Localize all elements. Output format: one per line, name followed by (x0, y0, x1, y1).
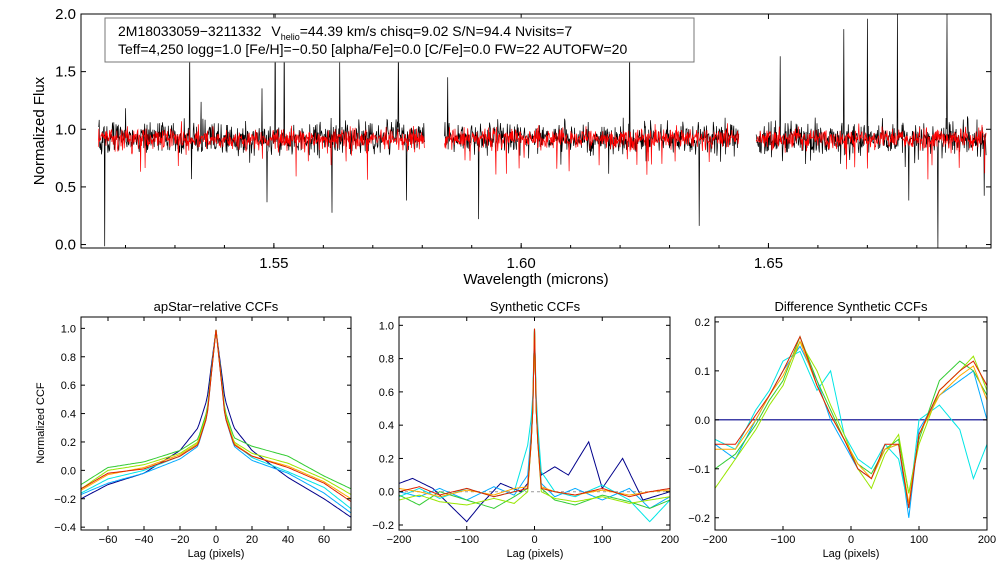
y-tick-label: −0.2 (688, 513, 710, 525)
x-tick-label: 200 (661, 534, 679, 546)
x-tick-label: −100 (454, 534, 479, 546)
x-tick-label: 100 (593, 534, 611, 546)
info-box: 2M18033059−3211332 Vhelio=44.39 km/s chis… (104, 17, 695, 63)
x-tick-label: 0 (213, 534, 219, 546)
y-tick-label: 0.2 (379, 453, 394, 465)
info-line-1: 2M18033059−3211332 Vhelio=44.39 km/s chis… (118, 23, 572, 42)
spectrum-observed-line (444, 41, 740, 226)
y-tick-label: 0.0 (695, 415, 710, 427)
spectrum-observed-line (98, 13, 426, 247)
synthetic-ccf-panel: Synthetic CCFs −200 −100 0 100 200 −0.2 0.0 0.2… (372, 299, 679, 560)
spectrum-model-line (444, 123, 740, 175)
x-tick-label: −200 (387, 534, 412, 546)
spectrum-model-line (755, 123, 987, 180)
v-prefix: V (271, 23, 281, 39)
y-axis-label: Normalized Flux (31, 76, 48, 185)
panel-title: apStar−relative CCFs (154, 299, 279, 314)
v-subscript: helio (281, 32, 300, 42)
spectrum-axes-frame (80, 13, 992, 249)
y-tick-label: −0.2 (372, 520, 394, 532)
star-id: 2M18033059−3211332 (118, 23, 262, 39)
x-tick-label: 0 (848, 534, 854, 546)
y-tick-label: 1.0 (61, 323, 76, 335)
y-tick-label: −0.4 (54, 522, 76, 534)
ccf-series-visit-3 (714, 350, 988, 509)
y-tick-label: 0.0 (379, 487, 394, 499)
y-tick-label: 1.0 (379, 320, 394, 332)
y-tick-label: 0.8 (379, 354, 394, 366)
x-tick-label: 1.65 (754, 255, 783, 272)
ccf-series-visit-6 (715, 340, 988, 504)
x-tick-label: −200 (703, 534, 728, 546)
ccf-series-visit-7 (398, 328, 671, 498)
x-tick-label: 1.60 (507, 255, 536, 272)
y-tick-label: 0.5 (55, 179, 76, 196)
x-tick-label: 1.55 (259, 255, 288, 272)
panel-title: Synthetic CCFs (490, 299, 581, 314)
x-axis-label: Lag (pixels) (507, 548, 564, 560)
x-tick-label: −100 (771, 534, 796, 546)
y-tick-label: 0.2 (695, 317, 710, 329)
x-axis-label: Wavelength (microns) (463, 271, 608, 288)
x-tick-label: 0 (531, 534, 537, 546)
y-tick-label: 0.0 (61, 465, 76, 477)
x-axis-label: Lag (pixels) (188, 548, 245, 560)
y-tick-label: 0.6 (61, 380, 76, 392)
x-tick-label: 40 (282, 534, 294, 546)
y-tick-label: 0.2 (61, 437, 76, 449)
y-tick-label: 0.8 (61, 352, 76, 364)
x-tick-label: −60 (99, 534, 118, 546)
ccf-series-visit-7 (715, 335, 988, 509)
panel-title: Difference Synthetic CCFs (775, 299, 928, 314)
spectrum-model-line (97, 121, 426, 180)
y-tick-label: 2.0 (55, 6, 76, 23)
y-tick-label: 1.5 (55, 64, 76, 81)
x-tick-label: 200 (978, 534, 996, 546)
info-box-frame (104, 17, 695, 63)
apstar-ccf-panel: apStar−relative CCFs −60 −40 −20 0 20 40 60 −0.… (35, 299, 352, 560)
info-line-1-rest: =44.39 km/s chisq=9.02 S/N=94.4 Nvisits=… (300, 23, 573, 39)
y-tick-label: −0.2 (54, 494, 76, 506)
x-tick-label: 20 (246, 534, 258, 546)
x-tick-label: −40 (135, 534, 154, 546)
spectrum-panel: 1.55 1.60 1.65 0.0 0.5 1.0 1.5 2.0 Wavelength (… (31, 6, 992, 288)
y-tick-label: 1.0 (55, 121, 76, 138)
y-tick-label: 0.4 (379, 420, 394, 432)
ccf-series-visit-7 (80, 329, 352, 503)
y-tick-label: 0.6 (379, 387, 394, 399)
y-tick-label: −0.1 (688, 464, 710, 476)
x-tick-label: −20 (171, 534, 190, 546)
x-tick-label: 100 (910, 534, 928, 546)
y-tick-label: 0.1 (695, 366, 710, 378)
y-axis-label: Normalized CCF (35, 382, 47, 464)
x-tick-label: 60 (318, 534, 330, 546)
difference-ccf-panel: Difference Synthetic CCFs −200 −100 0 100 20… (688, 299, 996, 560)
y-tick-label: 0.0 (55, 237, 76, 254)
y-tick-label: 0.4 (61, 409, 76, 421)
x-axis-label: Lag (pixels) (823, 548, 880, 560)
info-line-2: Teff=4,250 logg=1.0 [Fe/H]=−0.50 [alpha/… (118, 41, 627, 57)
